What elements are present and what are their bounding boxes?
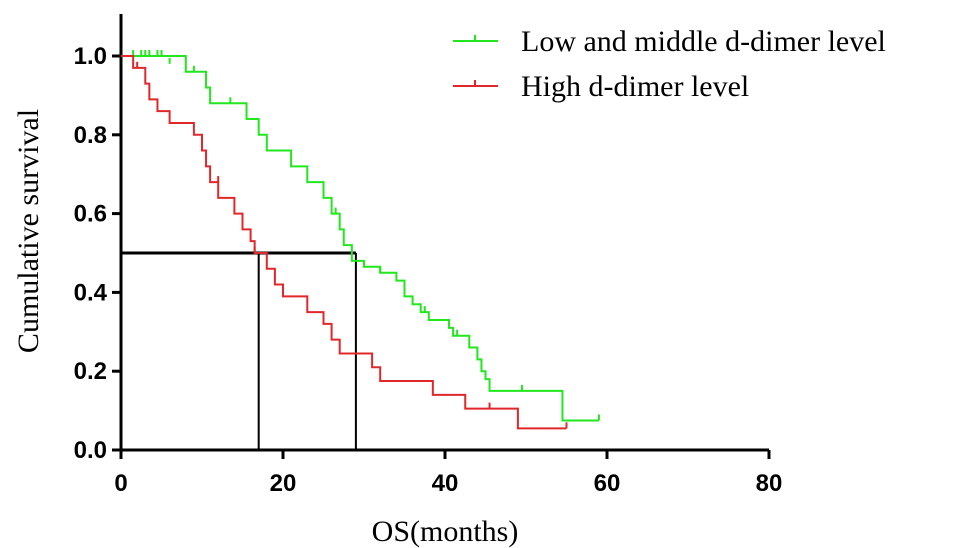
legend-label-high: High d-dimer level xyxy=(521,70,749,103)
series-line-low-middle xyxy=(121,55,599,422)
y-tick-label: 0.4 xyxy=(74,279,108,306)
legend: Low and middle d-dimer level High d-dimer… xyxy=(453,25,886,103)
legend-label-low-middle: Low and middle d-dimer level xyxy=(521,25,886,58)
x-axis-title: OS(months) xyxy=(372,515,519,548)
x-tick-label: 40 xyxy=(432,470,459,497)
plot-area xyxy=(121,50,600,450)
x-tick-label: 0 xyxy=(114,470,127,497)
y-tick-label: 1.0 xyxy=(74,43,107,70)
x-tick-label: 80 xyxy=(756,470,783,497)
series-line-high xyxy=(121,55,567,430)
axes: 0.0 0.2 0.4 0.6 0.8 1.0 0 20 40 60 80 xyxy=(74,14,783,497)
x-tick-label: 60 xyxy=(594,470,621,497)
x-tick-label: 20 xyxy=(270,470,297,497)
y-axis-title: Cumulative survival xyxy=(12,109,45,353)
y-tick-label: 0.0 xyxy=(74,437,107,464)
y-tick-label: 0.2 xyxy=(74,358,107,385)
y-tick-label: 0.6 xyxy=(74,201,107,228)
y-tick-label: 0.8 xyxy=(74,122,107,149)
